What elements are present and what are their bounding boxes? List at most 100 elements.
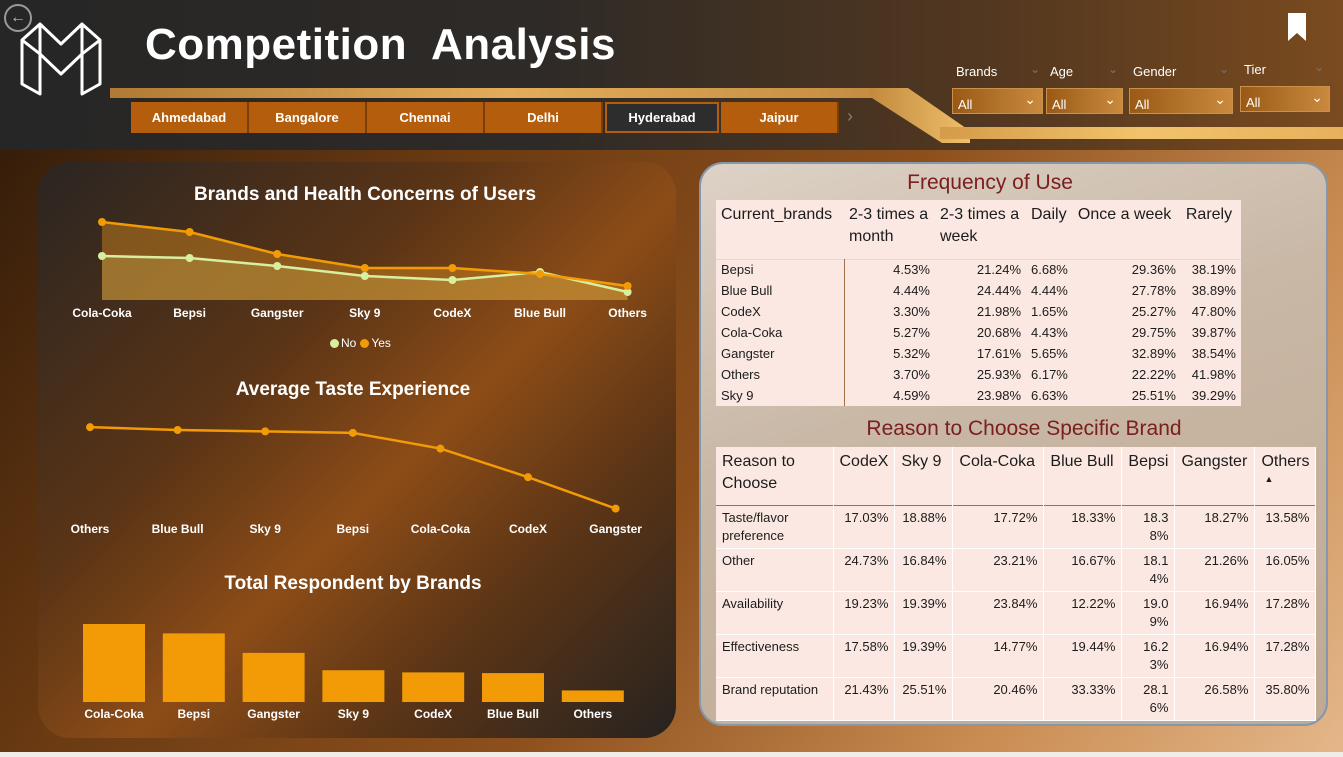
table-row: Taste/flavor preference 17.03% 18.88% 17.72… bbox=[716, 505, 1317, 548]
table-cell: 23.98% bbox=[976, 388, 1021, 403]
table-cell: 16.94% bbox=[1174, 591, 1256, 634]
table-cell: 19.44% bbox=[1043, 634, 1123, 677]
row-label: CodeX bbox=[716, 301, 845, 322]
table-row: Cola-Coka 5.27% 20.68% 4.43% 29.75% 39.87% bbox=[716, 322, 1241, 343]
table-cell: 16.23% bbox=[1121, 634, 1176, 677]
table-cell: 39.87% bbox=[1191, 325, 1236, 340]
tab-ahmedabad[interactable]: Ahmedabad bbox=[131, 102, 249, 133]
sort-ascending-icon[interactable]: ▲ bbox=[1264, 474, 1274, 484]
data-point-yes bbox=[623, 282, 632, 290]
table-cell: 16.94% bbox=[1174, 634, 1256, 677]
taste-chart-title: Average Taste Experience bbox=[235, 379, 471, 400]
taste-data-point bbox=[524, 473, 532, 482]
bar bbox=[83, 624, 145, 702]
table-cell: 18.33% bbox=[1043, 505, 1123, 548]
health-chart-legend: No Yes bbox=[330, 336, 395, 350]
brands-select[interactable]: All ⌄ bbox=[952, 88, 1043, 114]
x-tick-label: Blue Bull bbox=[486, 707, 540, 721]
table-cell: 6.68% bbox=[1031, 262, 1068, 278]
table-cell: 19.39% bbox=[894, 634, 954, 677]
chevron-down-icon[interactable]: ⌄ bbox=[1030, 62, 1041, 76]
data-point-yes bbox=[98, 218, 106, 226]
column-header[interactable]: Others ▲ bbox=[1254, 447, 1317, 505]
tier-select[interactable]: All ⌄ bbox=[1240, 86, 1330, 112]
column-header[interactable]: Rarely bbox=[1185, 206, 1233, 223]
table-cell: 19.39% bbox=[894, 591, 954, 634]
table-cell: 21.98% bbox=[976, 304, 1021, 319]
tab-hyderabad[interactable]: Hyderabad bbox=[605, 102, 719, 133]
table-cell: 27.78% bbox=[1131, 283, 1176, 298]
chevron-right-icon[interactable]: › bbox=[847, 106, 853, 126]
table-cell: 18.88% bbox=[894, 505, 954, 548]
table-cell: 32.89% bbox=[1131, 346, 1176, 361]
column-header[interactable]: Daily bbox=[1031, 206, 1067, 223]
table-cell: 4.59% bbox=[893, 388, 930, 403]
table-cell: 4.53% bbox=[893, 262, 930, 278]
taste-data-point bbox=[348, 428, 357, 437]
table-cell: 21.43% bbox=[833, 677, 896, 720]
column-header[interactable]: 2-3 times a week bbox=[940, 206, 1020, 245]
table-cell: 20.68% bbox=[976, 325, 1021, 340]
column-header[interactable]: Reason to Choose bbox=[716, 447, 834, 505]
data-point-no bbox=[360, 272, 369, 280]
row-label: Others bbox=[716, 364, 845, 385]
tab-jaipur[interactable]: Jaipur bbox=[721, 102, 839, 133]
table-cell: 25.51% bbox=[894, 677, 954, 720]
tab-chennai[interactable]: Chennai bbox=[367, 102, 485, 133]
column-header[interactable]: Sky 9 bbox=[894, 447, 954, 505]
reason-table-title: Reason to Choose Specific Brand bbox=[866, 417, 1182, 440]
row-label: Blue Bull bbox=[716, 280, 845, 301]
column-header[interactable]: Once a week bbox=[1077, 206, 1172, 223]
filter-label: Gender bbox=[1133, 64, 1177, 79]
filter-label: Age bbox=[1050, 64, 1074, 79]
taste-data-point bbox=[173, 426, 182, 434]
x-tick-label: CodeX bbox=[508, 522, 548, 536]
column-header[interactable]: Cola-Coka bbox=[952, 447, 1045, 505]
taste-data-point bbox=[611, 504, 620, 513]
tab-delhi[interactable]: Delhi bbox=[485, 102, 603, 133]
column-header[interactable]: CodeX bbox=[833, 447, 896, 505]
table-cell: 6.17% bbox=[1031, 367, 1068, 382]
data-point-yes bbox=[448, 264, 457, 272]
column-header[interactable]: Blue Bull bbox=[1043, 447, 1123, 505]
table-cell: 17.03% bbox=[833, 505, 896, 548]
table-cell: 13.58% bbox=[1254, 505, 1317, 548]
table-cell: 5.27% bbox=[893, 325, 930, 340]
age-select[interactable]: All ⌄ bbox=[1046, 88, 1123, 114]
bottom-strip bbox=[0, 752, 1343, 757]
column-header[interactable]: 2-3 times a month bbox=[849, 206, 929, 245]
data-point-yes bbox=[185, 228, 194, 236]
gender-select[interactable]: All ⌄ bbox=[1129, 88, 1233, 114]
chevron-down-icon: ⌄ bbox=[1104, 91, 1116, 107]
header-divider-right bbox=[940, 127, 1343, 139]
row-label: Gangster bbox=[716, 343, 845, 364]
x-tick-label: CodeX bbox=[414, 707, 453, 721]
table-cell: 24.44% bbox=[976, 283, 1021, 298]
x-tick-label: Bepsi bbox=[177, 707, 211, 721]
table-cell: 21.26% bbox=[1174, 548, 1256, 591]
column-header[interactable]: Bepsi bbox=[1121, 447, 1176, 505]
tab-bangalore[interactable]: Bangalore bbox=[249, 102, 367, 133]
chevron-down-icon[interactable]: ⌄ bbox=[1108, 62, 1119, 76]
table-cell: 3.30% bbox=[893, 304, 930, 319]
back-icon[interactable]: ← bbox=[4, 4, 32, 32]
x-tick-label: Gangster bbox=[589, 522, 642, 536]
table-row: Brand reputation 21.43% 25.51% 20.46% 33.33%… bbox=[716, 677, 1317, 720]
chevron-down-icon[interactable]: ⌄ bbox=[1219, 62, 1230, 76]
taste-data-point bbox=[86, 423, 94, 432]
x-tick-label: Sky 9 bbox=[337, 707, 370, 721]
x-tick-label: Cola-Coka bbox=[410, 522, 471, 536]
column-header[interactable]: Gangster bbox=[1174, 447, 1256, 505]
bookmark-icon[interactable] bbox=[1286, 12, 1308, 42]
chevron-down-icon: ⌄ bbox=[1214, 91, 1226, 107]
column-header[interactable]: Current_brands bbox=[721, 206, 833, 223]
legend-yes[interactable]: Yes bbox=[360, 336, 391, 350]
table-cell: 6.63% bbox=[1031, 388, 1068, 403]
table-cell: 41.98% bbox=[1191, 367, 1236, 382]
legend-no[interactable]: No bbox=[330, 336, 356, 350]
chevron-down-icon: ⌄ bbox=[1311, 89, 1323, 105]
chevron-down-icon[interactable]: ⌄ bbox=[1314, 60, 1325, 74]
table-cell: 4.44% bbox=[1031, 283, 1068, 298]
header-divider bbox=[110, 88, 905, 98]
table-cell: 35.80% bbox=[1254, 677, 1317, 720]
